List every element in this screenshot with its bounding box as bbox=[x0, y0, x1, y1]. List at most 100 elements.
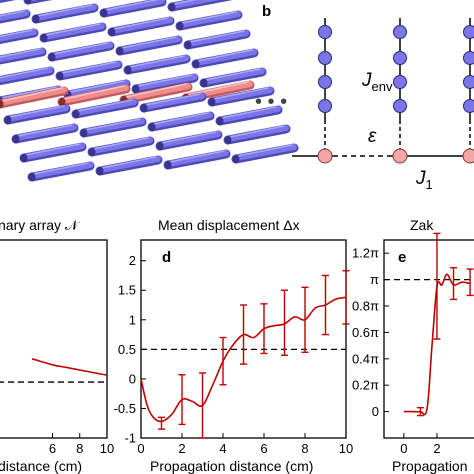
rod-body bbox=[149, 112, 213, 129]
rod-end-cap bbox=[100, 8, 108, 18]
rod-highlight bbox=[77, 99, 133, 112]
epsilon-label: ε bbox=[368, 126, 377, 147]
panel-c-axes-frame bbox=[0, 239, 108, 439]
chain-site-blue bbox=[463, 75, 474, 89]
rod-body bbox=[13, 124, 77, 141]
rod-blue bbox=[39, 22, 107, 43]
rod-highlight bbox=[45, 23, 101, 36]
panel-d-ytick-label: -1 bbox=[124, 431, 136, 446]
chain-site-blue bbox=[393, 25, 407, 39]
chain-site-blue bbox=[393, 51, 407, 65]
panel-e-ytick-label: 0 bbox=[372, 404, 379, 419]
panel-c-xtick-label: 8 bbox=[76, 441, 83, 456]
panel-d-xtick-label: 8 bbox=[301, 441, 308, 456]
rod-red bbox=[57, 84, 131, 107]
rod-end-cap bbox=[28, 172, 36, 182]
rod-red bbox=[119, 82, 193, 105]
rod-highlight bbox=[187, 81, 249, 96]
rod-highlight bbox=[237, 144, 293, 157]
chain-site-blue bbox=[393, 75, 407, 89]
rod-blue bbox=[31, 3, 99, 24]
rod-end-cap bbox=[0, 99, 4, 109]
panel-e-ytick-label: 0.4π bbox=[352, 351, 379, 366]
rod-highlight bbox=[0, 48, 41, 58]
rod-highlight bbox=[229, 125, 285, 138]
rod-end-cap bbox=[72, 109, 80, 119]
rod-blue bbox=[163, 149, 231, 170]
panel-e-axes-frame bbox=[383, 239, 474, 439]
rod-blue bbox=[175, 10, 243, 31]
rod-highlight bbox=[85, 118, 141, 131]
rod-highlight bbox=[129, 55, 185, 68]
chain-site-blue bbox=[318, 75, 332, 89]
j-env-label: Jenv bbox=[361, 70, 393, 94]
rod-highlight bbox=[61, 61, 117, 74]
rod-end-cap bbox=[56, 71, 64, 81]
rod-body bbox=[0, 29, 37, 42]
rod-highlight bbox=[153, 112, 209, 125]
panel-e-ytick-label: 0.2π bbox=[352, 378, 379, 393]
rod-blue bbox=[167, 0, 233, 12]
rod-highlight bbox=[63, 85, 125, 100]
panel-c-title: nary array 𝒩 bbox=[0, 217, 81, 233]
rod-body bbox=[233, 144, 297, 161]
rod-highlight bbox=[221, 106, 277, 119]
chain-schematic bbox=[292, 18, 474, 164]
panel-d-ytick-label: 2 bbox=[129, 253, 136, 268]
rod-end-cap bbox=[80, 128, 88, 138]
rod-body bbox=[157, 131, 221, 148]
rod-blue bbox=[87, 136, 155, 157]
rod-end-cap bbox=[20, 153, 28, 163]
rod-body bbox=[109, 17, 173, 34]
rod-body bbox=[185, 30, 249, 47]
panel-d-ytick-label: 0 bbox=[129, 371, 136, 386]
rod-blue bbox=[47, 41, 115, 62]
panel-d-xlabel: Propagation distance (cm) bbox=[150, 458, 313, 474]
rod-body bbox=[97, 156, 161, 173]
chain-site-blue bbox=[393, 99, 407, 113]
rod-blue bbox=[139, 92, 207, 113]
chain-site-red bbox=[462, 148, 474, 164]
rod-blue bbox=[115, 35, 183, 56]
rod-body bbox=[49, 42, 113, 59]
rod-highlight bbox=[25, 143, 81, 156]
rod-body bbox=[121, 83, 191, 102]
panel-e-ytick-label: 0.6π bbox=[352, 325, 379, 340]
rod-lattice bbox=[0, 0, 299, 182]
panel-c-xtick-label: 6 bbox=[49, 441, 56, 456]
panel-d-series-line bbox=[140, 296, 347, 423]
panel-d-xtick-label: 2 bbox=[178, 441, 185, 456]
panel-d-ytick-label: 0.5 bbox=[118, 342, 136, 357]
rod-highlight bbox=[93, 137, 149, 150]
rod-end-cap bbox=[96, 166, 104, 176]
rod-end-cap bbox=[132, 84, 140, 94]
rod-body bbox=[177, 11, 241, 28]
rod-highlight bbox=[137, 74, 193, 87]
rod-highlight bbox=[53, 42, 109, 55]
chain-site-blue bbox=[463, 99, 474, 113]
rod-blue bbox=[27, 161, 95, 182]
rod-body bbox=[0, 87, 67, 106]
rod-highlight bbox=[197, 49, 253, 62]
rod-blue bbox=[191, 48, 259, 69]
rod-highlight bbox=[0, 29, 33, 38]
panel-e-ytick-label: π bbox=[370, 272, 379, 287]
panel-e-ytick-label: 0.8π bbox=[352, 299, 379, 314]
chain-site-blue bbox=[318, 99, 332, 113]
panel-label-e: e bbox=[398, 249, 406, 266]
rod-highlight bbox=[33, 162, 89, 175]
rod-end-cap bbox=[192, 59, 200, 69]
rod-end-cap bbox=[168, 2, 176, 12]
rod-blue bbox=[0, 9, 31, 24]
panel-d-ytick-label: 1.5 bbox=[118, 283, 136, 298]
rod-blue bbox=[155, 130, 223, 151]
rod-body bbox=[81, 118, 145, 135]
rod-body bbox=[33, 4, 97, 21]
rod-body bbox=[21, 143, 85, 160]
rod-body bbox=[201, 68, 265, 85]
chain-site-blue bbox=[318, 25, 332, 39]
panel-label-d: d bbox=[162, 249, 171, 266]
rod-blue bbox=[0, 28, 39, 45]
rod-body bbox=[169, 0, 220, 9]
rod-highlight bbox=[101, 156, 157, 169]
